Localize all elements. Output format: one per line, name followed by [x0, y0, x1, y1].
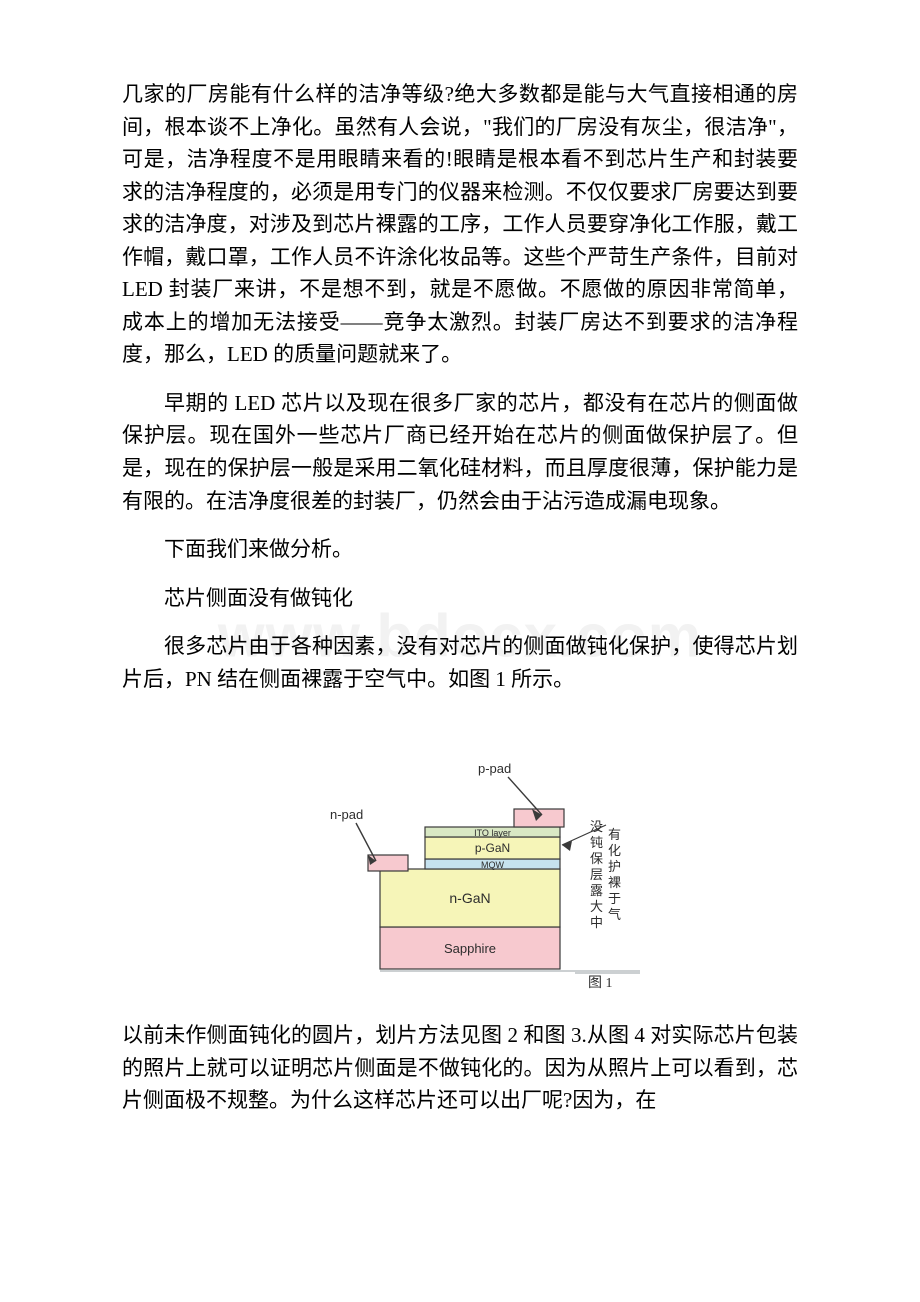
- svg-text:中: 中: [590, 915, 603, 930]
- svg-text:裸: 裸: [608, 875, 621, 890]
- svg-text:化: 化: [608, 843, 621, 858]
- document-body: 几家的厂房能有什么样的洁净等级?绝大多数都是能与大气直接相通的房间，根本谈不上净…: [0, 0, 920, 1117]
- svg-text:保: 保: [590, 851, 603, 866]
- paragraph-6: 以前未作侧面钝化的圆片，划片方法见图 2 和图 3.从图 4 对实际芯片包装的照…: [122, 1019, 798, 1117]
- svg-text:有: 有: [608, 827, 621, 842]
- svg-text:没: 没: [590, 819, 603, 834]
- svg-text:Sapphire: Sapphire: [444, 941, 496, 956]
- svg-text:露: 露: [590, 883, 603, 898]
- svg-text:层: 层: [590, 867, 603, 882]
- paragraph-2: 早期的 LED 芯片以及现在很多厂家的芯片，都没有在芯片的侧面做保护层。现在国外…: [122, 387, 798, 517]
- svg-text:p-GaN: p-GaN: [475, 841, 510, 855]
- svg-text:p-pad: p-pad: [478, 761, 511, 776]
- svg-text:钝: 钝: [590, 835, 603, 850]
- paragraph-4: 芯片侧面没有做钝化: [122, 582, 798, 615]
- svg-text:图 1: 图 1: [588, 976, 613, 989]
- svg-text:ITO layer: ITO layer: [474, 828, 511, 838]
- figure-1-wrapper: Sapphire n-GaN MQW p-GaN ITO layer n-pad p-pad…: [122, 719, 798, 989]
- svg-text:大: 大: [590, 899, 603, 914]
- svg-text:n-GaN: n-GaN: [449, 890, 490, 906]
- paragraph-3: 下面我们来做分析。: [122, 533, 798, 566]
- svg-text:护: 护: [608, 859, 621, 874]
- paragraph-1: 几家的厂房能有什么样的洁净等级?绝大多数都是能与大气直接相通的房间，根本谈不上净…: [122, 78, 798, 371]
- svg-text:于: 于: [608, 891, 621, 906]
- figure-1-diagram: Sapphire n-GaN MQW p-GaN ITO layer n-pad p-pad…: [270, 719, 650, 989]
- svg-text:MQW: MQW: [481, 860, 504, 870]
- svg-text:气: 气: [608, 907, 621, 922]
- svg-text:n-pad: n-pad: [330, 807, 363, 822]
- paragraph-5: 很多芯片由于各种因素，没有对芯片的侧面做钝化保护，使得芯片划片后，PN 结在侧面…: [122, 630, 798, 695]
